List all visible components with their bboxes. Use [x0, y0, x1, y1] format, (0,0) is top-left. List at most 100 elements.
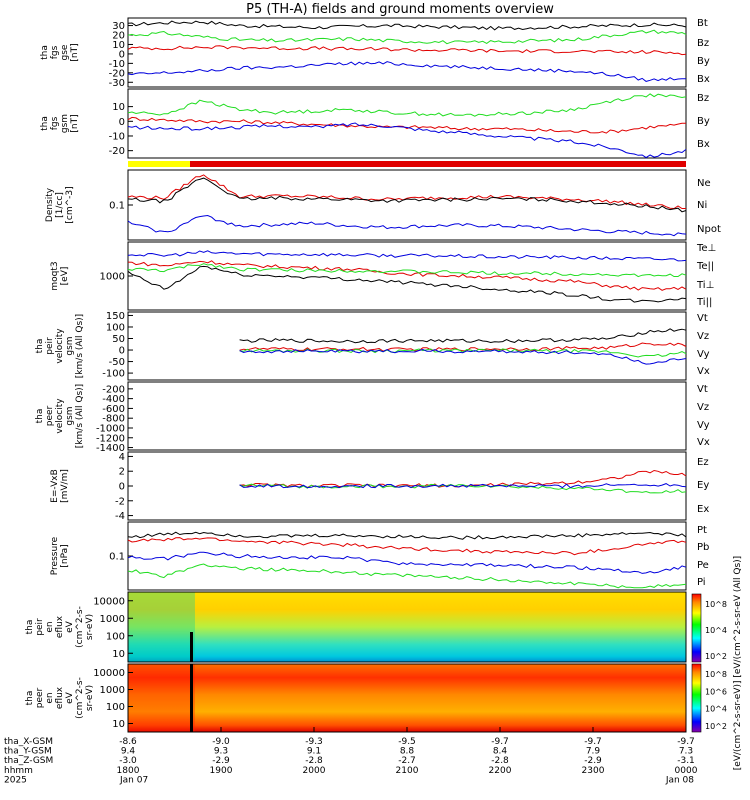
y-axis-label: [nPa] — [60, 544, 70, 567]
status-bar-yellow — [128, 161, 190, 167]
y-tick-label: -20 — [109, 68, 125, 79]
x-tick-label: 8.8 — [400, 747, 415, 757]
series-Bt — [127, 20, 687, 31]
y-tick-label: 0.1 — [109, 552, 125, 563]
y-tick-label: 0 — [119, 49, 125, 60]
y-axis-label: en — [45, 621, 55, 632]
x-tick-label: 0000 — [675, 766, 698, 776]
y-tick-label: 100 — [106, 702, 125, 713]
panel-frame — [127, 311, 687, 381]
y-axis-label: Pressure — [50, 536, 60, 575]
spectrogram-band — [128, 592, 195, 662]
legend-Pt: Pt — [697, 525, 707, 536]
legend-Ey: Ey — [697, 480, 709, 491]
y-tick-label: -600 — [102, 404, 125, 415]
y-axis-label: eflux — [55, 615, 65, 638]
y-axis-label: tha — [25, 691, 35, 706]
y-axis-label: [eV] — [60, 267, 70, 286]
y-tick-label: -2 — [115, 496, 125, 507]
y-tick-label: 10 — [112, 649, 125, 660]
y-axis-label: [1/cc] — [55, 192, 65, 218]
colorbars: 10^8 10^4 10^2 10^8 10^6 10^4 10^2 [eV/(cm^2-s-… — [691, 556, 743, 770]
legend-Pi: Pi — [697, 577, 706, 588]
y-axis-label: peir — [35, 618, 45, 636]
x-tick-label: -9.3 — [305, 737, 323, 747]
x-tick-label: 1900 — [210, 766, 233, 776]
y-axis-label: [cm^-3] — [65, 186, 75, 223]
legend-Bt: Bt — [697, 18, 708, 29]
y-axis-label: tha — [35, 339, 45, 354]
series-Bz — [127, 116, 686, 134]
legend-Bx: Bx — [697, 74, 710, 85]
series-Ne — [127, 174, 686, 210]
plot-title: P5 (TH-A) fields and ground moments over… — [246, 2, 554, 17]
y-tick-label: 10000 — [93, 668, 125, 679]
x-tick-label: -9.7 — [677, 737, 695, 747]
x-tick-label: 8.4 — [493, 747, 508, 757]
data-gap-bar — [190, 664, 193, 732]
series-By — [127, 29, 687, 45]
x-tick-label: 7.3 — [679, 747, 693, 757]
y-tick-label: 30 — [112, 21, 125, 32]
series-Ni — [127, 177, 687, 213]
colorbar-tick: 10^2 — [705, 722, 727, 731]
series-Bx — [127, 122, 687, 159]
panel-frame — [127, 591, 687, 663]
status-bar-red — [190, 161, 686, 167]
panel-6: -200-400-600-800-1000-1200-1400 tha peer ve… — [35, 381, 710, 454]
x-tick-label: 2200 — [489, 766, 512, 776]
series-Vx — [239, 348, 687, 365]
y-axis-label: moqt3 — [50, 261, 60, 290]
y-tick-label: 10 — [112, 102, 125, 113]
y-axis-label: gsm — [65, 406, 75, 425]
y-axis-label: (cm^2-s- — [75, 606, 85, 648]
panel-frame — [127, 88, 687, 159]
y-axis-label: fgs — [50, 116, 60, 130]
y-axis-label: tha — [25, 620, 35, 635]
y-axis-label: fgs — [50, 45, 60, 59]
panel-4: 1000 moqt3 [eV] Te⊥ Te|| Ti⊥ Ti|| — [50, 241, 716, 311]
legend-Pb: Pb — [697, 542, 709, 553]
x-tick-label: -3.1 — [677, 756, 695, 766]
y-axis-label: [mV/m] — [60, 469, 70, 503]
y-axis-label: [km/s (All Qs)] — [75, 314, 85, 378]
y-tick-label: -10 — [109, 131, 125, 142]
series-Te|| — [127, 265, 687, 303]
series-Vt — [239, 328, 687, 344]
legend-Bz: Bz — [697, 93, 709, 104]
legend-Bx: Bx — [697, 139, 710, 150]
y-tick-label: 4 — [119, 452, 125, 463]
legend-By: By — [697, 116, 710, 127]
x-row-name: tha_Y-GSM — [4, 747, 52, 757]
panel-8: 0.1 Pressure [nPa] Pt Pb Pe Pi — [50, 521, 709, 591]
y-tick-label: 1000 — [100, 685, 125, 696]
y-axis-label: [km/s (All Qs)] — [75, 384, 85, 448]
colorbar-label: [eV/(cm^2-s-sr-eV)] [eV/(cm^2-s-sr-eV (A… — [733, 556, 743, 770]
y-tick-label: -200 — [102, 384, 125, 395]
y-axis-label: en — [45, 692, 55, 703]
x-tick-label: 2100 — [396, 766, 419, 776]
y-axis-label: peer — [35, 687, 45, 708]
series-Ex — [239, 483, 687, 489]
y-axis-label: peir — [45, 337, 55, 355]
data-gap-bar — [190, 632, 193, 662]
y-tick-label: -30 — [109, 78, 125, 89]
legend-Ne: Ne — [697, 178, 711, 189]
x-tick-label: -9.7 — [584, 737, 602, 747]
panel-frame — [127, 521, 687, 591]
x-tick-label: Jan 08 — [665, 775, 694, 785]
legend-Te||: Te|| — [696, 261, 714, 272]
colorbar-tick: 10^4 — [705, 626, 727, 635]
y-axis-label: eV — [65, 620, 75, 633]
y-axis-label: sr-eV) — [85, 614, 95, 640]
legend-Pe: Pe — [697, 560, 709, 571]
y-tick-label: 20 — [112, 31, 125, 42]
series-Bz — [127, 45, 687, 56]
x-tick-label: 2000 — [303, 766, 326, 776]
y-tick-label: -1200 — [96, 433, 125, 444]
y-axis-label: gsm — [65, 336, 75, 355]
series-Bx — [127, 61, 686, 82]
panel-10: 10000 1000 100 10 tha peer en eflux eV (cm^2-s-sr… — [25, 663, 687, 733]
